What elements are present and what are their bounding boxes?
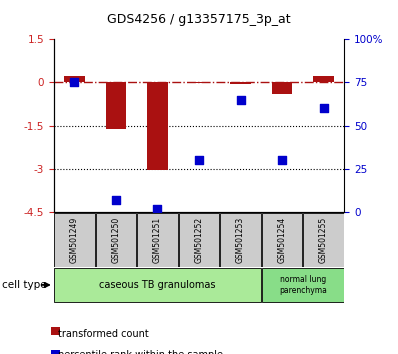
Point	[71, 80, 78, 85]
Text: GSM501250: GSM501250	[111, 217, 121, 263]
Text: GSM501251: GSM501251	[153, 217, 162, 263]
Text: caseous TB granulomas: caseous TB granulomas	[99, 280, 216, 290]
Bar	[105, 82, 126, 129]
Text: percentile rank within the sample: percentile rank within the sample	[58, 350, 223, 354]
Bar	[303, 213, 344, 267]
Bar	[189, 82, 209, 84]
Text: GSM501253: GSM501253	[236, 217, 245, 263]
Bar	[261, 213, 302, 267]
Point	[320, 105, 327, 111]
Bar	[64, 76, 85, 82]
Point	[237, 97, 244, 103]
Bar	[179, 213, 219, 267]
Point	[196, 158, 202, 163]
Bar	[51, 327, 60, 335]
Bar	[137, 213, 178, 267]
Text: GSM501255: GSM501255	[319, 217, 328, 263]
Bar	[51, 350, 60, 354]
Text: cell type: cell type	[2, 280, 47, 290]
Bar	[271, 82, 293, 95]
Bar	[220, 213, 261, 267]
Bar	[313, 76, 334, 82]
Bar	[54, 268, 261, 302]
Bar	[230, 82, 251, 84]
Text: GDS4256 / g13357175_3p_at: GDS4256 / g13357175_3p_at	[107, 13, 291, 26]
Bar	[261, 268, 344, 302]
Text: GSM501249: GSM501249	[70, 217, 79, 263]
Bar	[54, 213, 95, 267]
Text: normal lung
parenchyma: normal lung parenchyma	[279, 275, 327, 295]
Point	[113, 198, 119, 203]
Point	[154, 206, 161, 212]
Text: GSM501252: GSM501252	[195, 217, 203, 263]
Text: transformed count: transformed count	[58, 329, 148, 339]
Bar	[96, 213, 137, 267]
Bar	[147, 82, 168, 171]
Text: GSM501254: GSM501254	[277, 217, 287, 263]
Point	[279, 158, 285, 163]
